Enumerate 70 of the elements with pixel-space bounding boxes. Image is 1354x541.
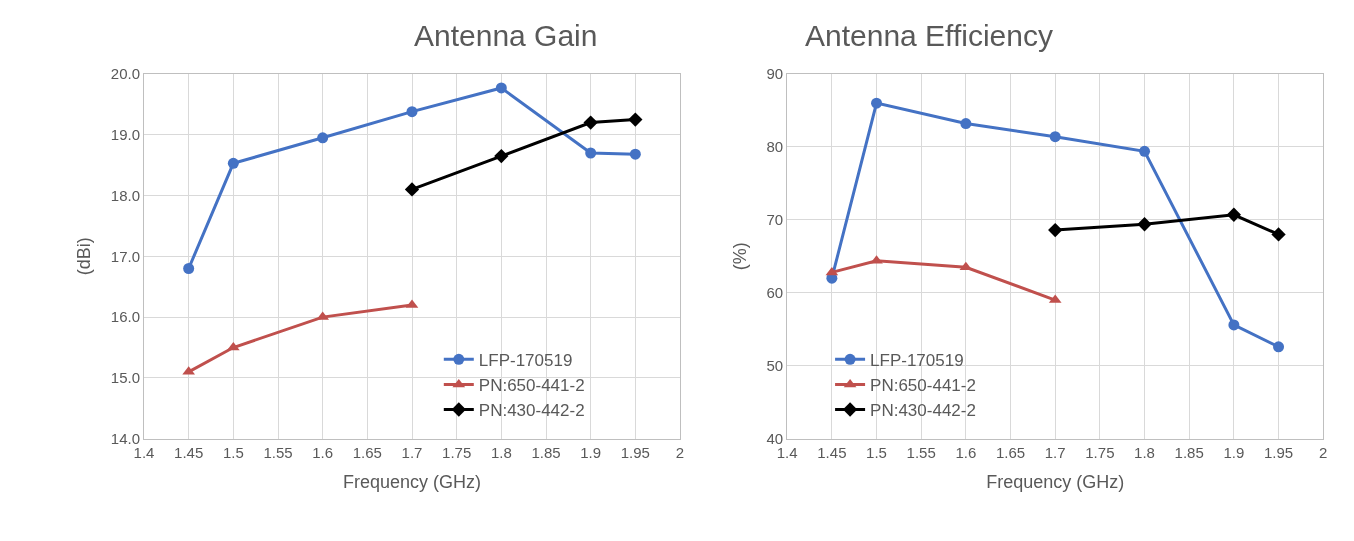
y-tick-label: 90 xyxy=(766,65,784,83)
point xyxy=(1049,131,1061,143)
x-tick-label: 2 xyxy=(675,443,685,461)
y-tick-label: 19.0 xyxy=(110,126,140,144)
point xyxy=(495,82,507,94)
point xyxy=(871,97,883,109)
point xyxy=(1226,207,1242,222)
point xyxy=(1137,217,1152,232)
point xyxy=(317,132,329,144)
y-tick-label: 50 xyxy=(766,356,784,374)
x-tick-label: 1.85 xyxy=(531,443,561,461)
x-tick-label: 1.45 xyxy=(817,443,847,461)
x-tick-label: 1.9 xyxy=(1223,443,1245,461)
y-tick-label: 20.0 xyxy=(110,65,140,83)
x-tick-label: 1.95 xyxy=(1263,443,1294,461)
y-tick-label: 17.0 xyxy=(110,247,140,265)
point xyxy=(959,261,973,271)
point xyxy=(404,182,420,197)
x-tick-label: 1.7 xyxy=(1044,443,1066,461)
point xyxy=(629,148,641,160)
y-axis-title: (%) xyxy=(729,242,750,271)
y-tick-label: 18.0 xyxy=(110,186,140,204)
legend-label: PN:650-441-2 xyxy=(478,376,585,396)
x-axis-title: Frequency (GHz) xyxy=(342,471,482,492)
legend-label: PN:430-442-2 xyxy=(478,401,585,421)
x-tick-label: 1.65 xyxy=(995,443,1026,461)
legend-label: LFP-170519 xyxy=(478,350,573,370)
chart-title: Antenna Efficiency xyxy=(805,19,1053,52)
x-tick-label: 1.65 xyxy=(352,443,382,461)
x-tick-label: 1.85 xyxy=(1174,443,1204,461)
point xyxy=(494,148,509,164)
x-tick-label: 1.55 xyxy=(906,443,936,461)
legend-label: PN:430-442-2 xyxy=(870,401,976,421)
x-tick-label: 1.5 xyxy=(222,443,244,461)
point xyxy=(1271,227,1286,242)
point xyxy=(825,266,839,276)
x-tick-label: 1.75 xyxy=(442,443,472,461)
x-tick-label: 1.6 xyxy=(312,443,334,461)
point xyxy=(583,115,598,130)
y-tick-label: 80 xyxy=(766,138,784,156)
y-tick-label: 60 xyxy=(766,284,784,302)
point xyxy=(1228,319,1240,331)
point xyxy=(406,106,418,118)
legend-label: LFP-170519 xyxy=(870,350,964,370)
x-tick-label: 1.8 xyxy=(490,443,512,461)
y-axis-title: (dBi) xyxy=(74,237,94,276)
x-tick-label: 1.45 xyxy=(174,443,204,461)
y-tick-label: 70 xyxy=(766,211,784,229)
point xyxy=(960,118,972,130)
x-tick-label: 1.7 xyxy=(401,443,423,461)
x-axis-title: Frequency (GHz) xyxy=(986,471,1125,492)
point xyxy=(183,262,195,274)
point xyxy=(628,112,643,127)
x-tick-label: 1.6 xyxy=(955,443,977,461)
point xyxy=(1273,341,1285,353)
x-tick-label: 1.9 xyxy=(580,443,602,461)
x-tick-label: 1.8 xyxy=(1134,443,1155,461)
x-tick-label: 1.55 xyxy=(263,443,293,461)
point xyxy=(1048,222,1063,238)
x-tick-label: 1.5 xyxy=(866,443,887,461)
legend-label: PN:650-441-2 xyxy=(870,376,976,396)
point xyxy=(585,147,597,159)
x-tick-label: 2 xyxy=(1319,443,1328,461)
y-tick-label: 15.0 xyxy=(110,369,140,387)
x-tick-label: 1.75 xyxy=(1085,443,1115,461)
chart-title: Antenna Gain xyxy=(414,19,598,52)
point xyxy=(1139,145,1151,157)
point xyxy=(227,157,239,169)
x-tick-label: 1.95 xyxy=(620,443,650,461)
y-tick-label: 16.0 xyxy=(110,308,140,326)
